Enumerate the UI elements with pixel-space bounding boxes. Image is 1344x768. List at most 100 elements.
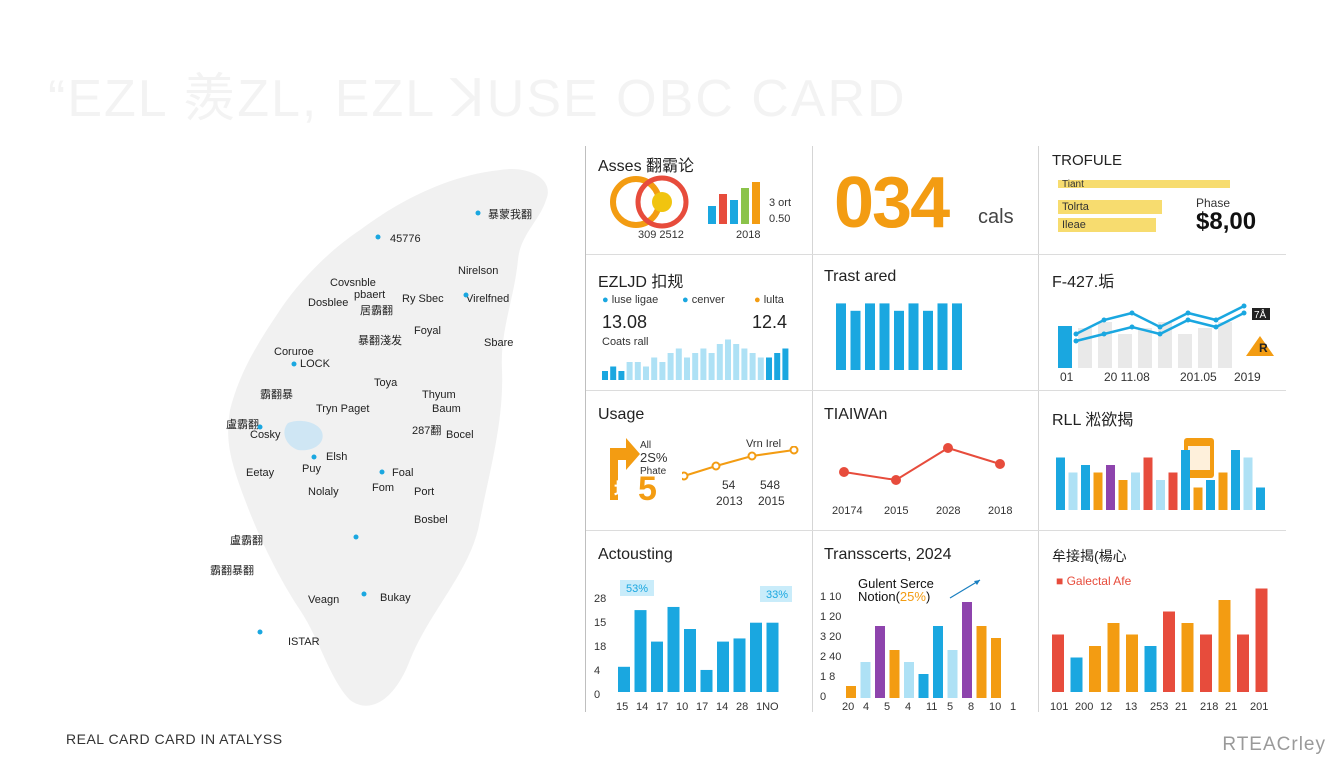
transcerts-x-label: 20 <box>842 701 854 712</box>
galectal-bar <box>1070 657 1083 692</box>
big-number: 034 <box>834 163 950 243</box>
transcerts-x-label: 4 <box>863 701 869 712</box>
trast-bar <box>923 310 933 370</box>
map-marker <box>311 454 317 460</box>
card-transcerts: Transscerts, 2024 Gulent Serce Notion(25… <box>812 530 1038 712</box>
rll-bar <box>1118 480 1128 510</box>
galectal-bar <box>1144 646 1157 692</box>
ezljd-bar <box>618 371 625 380</box>
galectal-bar <box>1255 588 1268 692</box>
usage-v2: 548 <box>760 478 781 492</box>
accounting-y-label: 15 <box>594 617 606 629</box>
profile-row-3: Ileae <box>1062 219 1086 231</box>
f427-bg-bar <box>1178 334 1192 368</box>
usage-v1: 54 <box>722 478 736 492</box>
rll-bar <box>1156 480 1165 510</box>
transcerts-note-1: Gulent Serce <box>858 576 934 591</box>
taiwan-x-label: 20174 <box>832 505 863 514</box>
trast-bar <box>879 303 890 370</box>
accounting-x-label: 14 <box>636 701 648 712</box>
map-label: 盧霸翻 <box>226 417 259 431</box>
accounting-y-label: 0 <box>594 689 600 701</box>
galectal-x-label: 12 <box>1100 701 1112 712</box>
ezljd-bar <box>675 348 682 380</box>
galectal-bar <box>1126 634 1138 692</box>
usage-all: All <box>640 440 652 451</box>
f427-bar <box>1058 326 1072 368</box>
map-label: 居霸翻 <box>360 303 393 317</box>
ezljd-legend-2-text: cenver <box>691 294 725 306</box>
trast-bar <box>850 310 861 370</box>
transcerts-bar <box>918 674 929 698</box>
taiwan-point <box>995 459 1005 469</box>
accounting-x-label: 1NO <box>756 701 779 712</box>
transcerts-x-label: 4 <box>905 701 911 712</box>
map-label: Nirelson <box>458 265 498 277</box>
transcerts-y-label: 2 40 <box>820 651 841 663</box>
taiwan-x-label: 2028 <box>936 505 960 514</box>
map-label: ISTAR <box>288 636 320 648</box>
galectal-x-label: 253 <box>1150 701 1168 712</box>
transcerts-y-label: 1 8 <box>820 671 835 683</box>
assets-label2: 2018 <box>736 229 760 241</box>
map-marker <box>379 469 385 475</box>
map-label: Foal <box>392 467 413 479</box>
ezljd-bar <box>610 366 617 380</box>
map-label: Cosky <box>250 429 281 441</box>
galectal-bar <box>1163 611 1175 692</box>
assets-label4: 0.50 <box>769 213 790 225</box>
map-marker <box>257 424 263 430</box>
ezljd-bar <box>634 362 641 380</box>
rll-bar <box>1231 450 1240 510</box>
ezljd-legend-1: ● luse ligae <box>602 294 659 306</box>
transcerts-bar <box>976 626 987 698</box>
rll-bar <box>1056 457 1065 510</box>
accounting-bar <box>766 622 779 692</box>
transcerts-x-label: 5 <box>947 701 953 712</box>
card-title: F-427.垢 <box>1052 274 1115 291</box>
galectal-bar <box>1218 600 1231 692</box>
rll-bar <box>1168 472 1178 510</box>
ezljd-bar <box>757 357 764 380</box>
usage-point <box>711 461 721 471</box>
galectal-x-label: 200 <box>1075 701 1093 712</box>
rll-bar <box>1206 480 1215 510</box>
card-usage: Usage 垢 5 All 2S% Phate Vrn Irel 54 548 … <box>586 390 812 531</box>
galectal-x-label: 13 <box>1125 701 1137 712</box>
accounting-bar <box>750 622 762 692</box>
f427-point <box>1129 324 1135 330</box>
f427-point <box>1073 338 1079 344</box>
accounting-chart: 53% 33% 28 15 18 4 0 15 14 17 10 17 14 28 1NO <box>594 580 792 712</box>
island-shape <box>228 169 548 706</box>
f427-point <box>1213 317 1219 323</box>
trast-bar <box>937 303 948 370</box>
transcerts-x-label: 1 <box>1010 701 1016 712</box>
dashboard-grid: Asses 翻霸论 309 2512 2018 3 ort 0.50 034 c… <box>585 146 1286 712</box>
ezljd-value-1: 13.08 <box>602 312 648 332</box>
galectal-bar <box>1237 634 1249 692</box>
rll-bar <box>1131 472 1140 510</box>
ezljd-bar <box>741 348 748 380</box>
accounting-badge-1: 53% <box>626 583 648 595</box>
transcerts-x-label: 10 <box>989 701 1001 712</box>
accounting-x-label: 10 <box>676 701 688 712</box>
rll-chart <box>1056 438 1265 510</box>
transcerts-note-2-end: ) <box>925 589 931 604</box>
usage-glyph: 垢 <box>614 480 632 500</box>
card-profile: TROFULE Tiant Tolrta Ileae Phase $8,00 <box>1038 146 1286 255</box>
rll-bar <box>1068 472 1078 510</box>
transcerts-y-label: 1 10 <box>820 591 841 603</box>
transcerts-x-label: 5 <box>884 701 890 712</box>
card-ezljd: EZLJD 扣规 ● luse ligae ● cenver ● lulta 1… <box>586 254 812 391</box>
transcerts-x-label: 8 <box>968 701 974 712</box>
f427-bg-bar <box>1098 322 1112 368</box>
map-label: 霸翻暴翻 <box>210 563 254 577</box>
f427-chart: R 7Å <box>1058 303 1274 368</box>
card-galectal: 牟接揭(楊心 ■ Galectal Afe 101 200 12 13 253 21 218… <box>1038 530 1286 712</box>
assets-bar <box>741 188 749 224</box>
usage-line <box>683 449 795 477</box>
ezljd-legend-3-text: lulta <box>763 294 784 306</box>
profile-phase: Phase <box>1196 196 1231 210</box>
transcerts-note-2-pct: 25% <box>899 589 926 604</box>
galectal-bar <box>1052 634 1064 692</box>
